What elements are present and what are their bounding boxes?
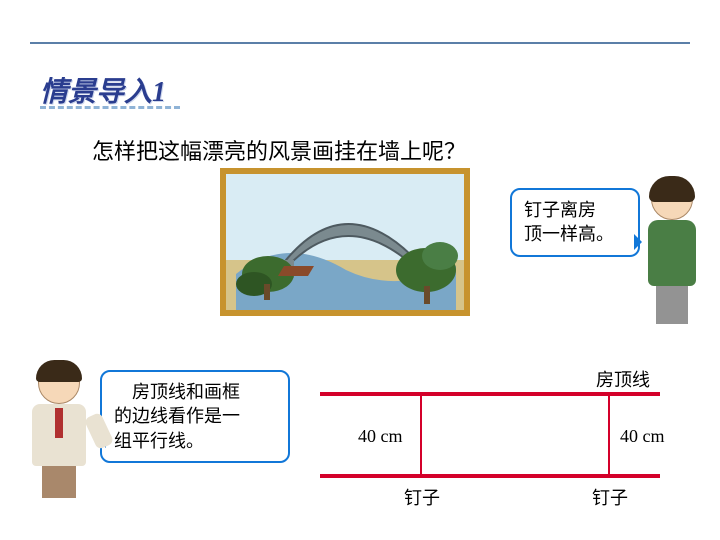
girl-figure [640, 178, 704, 328]
section-title: 情景导入1 [40, 70, 166, 110]
distance-label-1: 40 cm [358, 426, 403, 447]
frame-edge-line [320, 474, 660, 478]
distance-label-2: 40 cm [620, 426, 665, 447]
nail-distance-1 [420, 394, 422, 474]
speech-bubble-right: 钉子离房 顶一样高。 [510, 188, 640, 257]
nail-distance-2 [608, 394, 610, 474]
question-text: 怎样把这幅漂亮的风景画挂在墙上呢？ [92, 134, 466, 166]
header-rule [30, 42, 690, 44]
boy-figure [20, 362, 98, 522]
bubble-right-line1: 钉子离房 [524, 198, 626, 222]
nail-label-1: 钉子 [404, 484, 440, 510]
nail-label-2: 钉子 [592, 484, 628, 510]
bubble-right-line2: 顶一样高。 [524, 222, 626, 246]
roof-line-label: 房顶线 [596, 366, 650, 392]
bubble-left-line2: 的边线看作是一 [114, 404, 276, 428]
parallel-lines-diagram: 房顶线 40 cm 40 cm 钉子 钉子 [320, 370, 680, 520]
speech-bubble-left: 房顶线和画框 的边线看作是一 组平行线。 [100, 370, 290, 463]
section-title-underline [40, 106, 180, 109]
painting-svg [226, 174, 464, 310]
bubble-left-line3: 组平行线。 [114, 429, 276, 453]
bubble-left-line1: 房顶线和画框 [114, 380, 276, 404]
landscape-painting [220, 168, 470, 316]
